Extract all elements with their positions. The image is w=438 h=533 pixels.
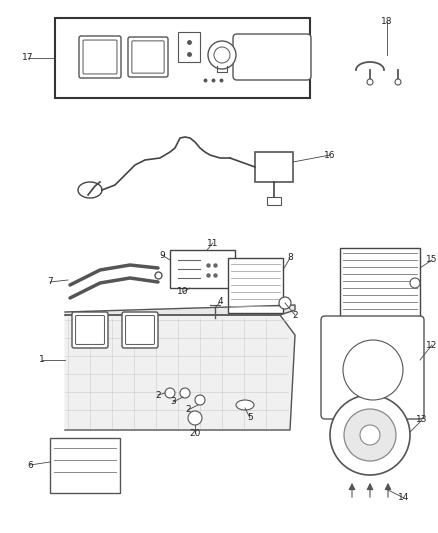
FancyBboxPatch shape	[132, 41, 164, 73]
Polygon shape	[65, 315, 295, 430]
Circle shape	[360, 425, 380, 445]
Text: 11: 11	[207, 238, 219, 247]
Text: 2: 2	[155, 391, 161, 400]
Circle shape	[279, 297, 291, 309]
Circle shape	[208, 41, 236, 69]
FancyBboxPatch shape	[83, 40, 117, 74]
FancyBboxPatch shape	[233, 34, 311, 80]
Bar	[228, 258, 283, 313]
Circle shape	[188, 411, 202, 425]
Text: 7: 7	[47, 278, 53, 287]
Text: 15: 15	[426, 255, 438, 264]
Bar	[170, 250, 235, 288]
FancyBboxPatch shape	[79, 36, 121, 78]
Circle shape	[195, 395, 205, 405]
Text: 1: 1	[39, 356, 45, 365]
Circle shape	[395, 79, 401, 85]
FancyBboxPatch shape	[128, 37, 168, 77]
FancyBboxPatch shape	[321, 316, 424, 419]
Text: 9: 9	[159, 251, 165, 260]
Circle shape	[410, 278, 420, 288]
FancyBboxPatch shape	[72, 312, 108, 348]
Bar	[50, 438, 120, 493]
Text: 2: 2	[292, 311, 298, 319]
Bar	[267, 197, 281, 205]
Text: 13: 13	[416, 416, 428, 424]
Text: 5: 5	[247, 414, 253, 423]
Circle shape	[343, 340, 403, 400]
Circle shape	[367, 79, 373, 85]
Bar	[55, 18, 310, 98]
Bar	[340, 248, 420, 318]
Circle shape	[344, 409, 396, 461]
Text: 3: 3	[170, 398, 176, 407]
FancyBboxPatch shape	[126, 316, 155, 344]
Text: 16: 16	[324, 150, 336, 159]
Circle shape	[180, 388, 190, 398]
Text: 18: 18	[381, 18, 393, 27]
Ellipse shape	[236, 400, 254, 410]
Text: 17: 17	[22, 53, 34, 62]
Text: 14: 14	[398, 494, 410, 503]
Polygon shape	[65, 305, 295, 315]
Text: 20: 20	[189, 429, 201, 438]
Bar	[178, 32, 200, 62]
FancyBboxPatch shape	[76, 316, 104, 344]
Text: 6: 6	[27, 461, 33, 470]
Text: 12: 12	[426, 341, 438, 350]
Text: 2: 2	[185, 406, 191, 415]
Bar	[255, 152, 293, 182]
Text: 4: 4	[217, 297, 223, 306]
Text: 10: 10	[177, 287, 189, 296]
Circle shape	[165, 388, 175, 398]
FancyBboxPatch shape	[122, 312, 158, 348]
Circle shape	[214, 47, 230, 63]
Circle shape	[330, 395, 410, 475]
Text: 8: 8	[287, 254, 293, 262]
